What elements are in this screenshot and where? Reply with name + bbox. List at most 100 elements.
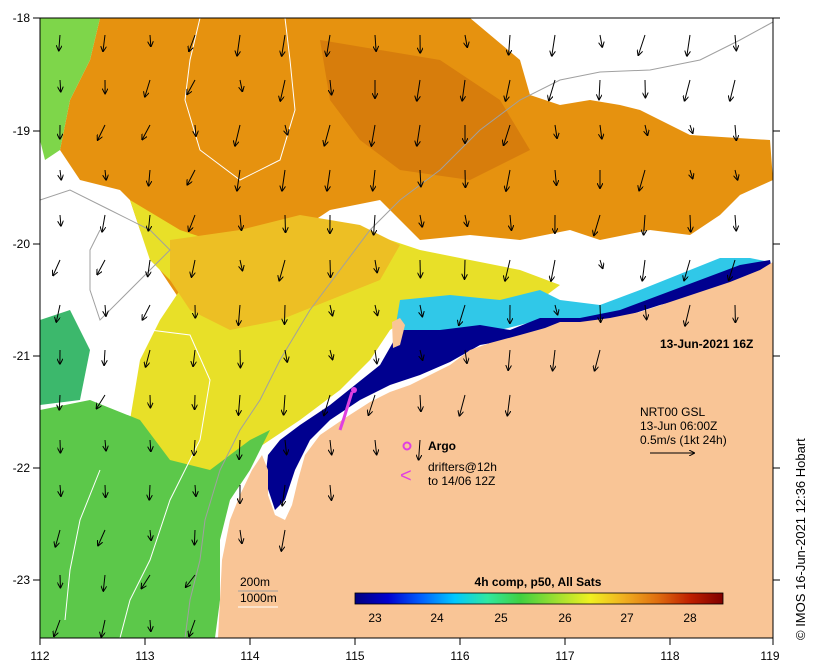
current-vector-arrow [60, 484, 61, 496]
current-vector-arrow [595, 349, 601, 371]
current-vector-arrow [150, 529, 151, 540]
current-vector-arrow [142, 574, 151, 588]
sst-green-west [40, 310, 90, 405]
bathymetry-legend: 200m 1000m [238, 575, 278, 608]
current-vector-arrow [504, 124, 511, 145]
current-vector-arrow [279, 259, 286, 281]
current-vector-arrow [97, 259, 106, 274]
argo-float-marker [351, 387, 357, 393]
current-vector-arrow [143, 304, 151, 320]
current-vector-arrow [729, 259, 736, 280]
lon-tick-label: 114 [240, 649, 259, 663]
current-vector-arrow [195, 124, 196, 136]
lon-tick-label: 119 [760, 649, 779, 663]
current-vector-arrow [56, 304, 61, 322]
imos-credit: © IMOS 16-Jun-2021 12:36 Hobart [793, 438, 808, 640]
current-vector-arrow [194, 439, 195, 455]
current-vector-arrow [148, 214, 150, 231]
argo-legend-label: Argo [428, 439, 456, 453]
current-vector-arrow [690, 214, 691, 232]
current-vector-arrow [685, 304, 691, 326]
lat-tick-label: -20 [13, 237, 31, 251]
colorbar: 4h comp, p50, All Sats 23 24 25 26 27 28 [354, 575, 724, 625]
bathy-1000m-contour-southwest [119, 329, 211, 638]
current-vector-arrow [735, 34, 736, 50]
island [392, 318, 405, 348]
current-vector-arrow [505, 259, 511, 281]
bathy-1000m-contour-far-southwest [64, 469, 101, 621]
bathy-legend-200m: 200m [240, 575, 270, 589]
current-vector-arrow [189, 214, 196, 231]
current-vector-arrow [330, 349, 333, 359]
lon-tick-label: 113 [135, 649, 154, 663]
current-vector-arrow [730, 79, 736, 101]
current-vector-arrow [690, 169, 693, 178]
colorbar-tick-label: 25 [494, 611, 508, 625]
current-vector-arrow [639, 169, 646, 190]
lat-tick-label: -21 [13, 349, 31, 363]
current-vector-arrow [101, 619, 106, 637]
current-vector-arrow [59, 394, 60, 410]
current-vector-arrow [150, 619, 151, 631]
current-vector-arrow [327, 169, 330, 191]
current-vector-arrow [638, 34, 646, 55]
current-vector-arrow [555, 304, 558, 315]
current-vector-arrow [465, 349, 467, 363]
current-vector-arrow [55, 529, 61, 547]
current-vector-arrow [324, 124, 331, 146]
current-vector-arrow [282, 484, 285, 506]
current-vector-arrow [284, 394, 285, 415]
current-vector-arrow [60, 214, 61, 226]
latitude-axis: -18 -19 -20 -21 -22 -23 [13, 11, 40, 587]
current-vector-arrow [417, 124, 420, 146]
bathy-legend-1000m: 1000m [240, 591, 277, 605]
current-vector-arrow [599, 79, 600, 99]
current-vector-arrow [324, 394, 331, 415]
current-vector-arrow [330, 259, 331, 277]
drifters-legend-marker: < [400, 465, 412, 487]
current-vector-arrow [149, 169, 150, 186]
current-vector-arrow [235, 124, 241, 146]
current-vector-arrow [644, 214, 645, 235]
current-vector-arrow [189, 34, 196, 51]
lat-tick-label: -23 [13, 573, 31, 587]
current-vector-arrow [420, 169, 421, 186]
current-vector-arrow [375, 34, 376, 51]
colorbar-tick-label: 28 [683, 611, 697, 625]
current-vector-arrow [685, 79, 691, 101]
current-legend: NRT00 GSL 13-Jun 06:00Z 0.5m/s (1kt 24h) [640, 405, 727, 453]
current-vector-arrow [105, 439, 106, 451]
current-vector-arrow [687, 34, 690, 56]
current-vector-arrow [553, 349, 555, 370]
current-vector-arrow [150, 34, 151, 46]
lon-tick-label: 118 [660, 649, 679, 663]
colorbar-gradient [354, 592, 724, 605]
current-vector-arrow [60, 169, 61, 180]
current-vector-arrow [642, 259, 645, 281]
colorbar-tick-label: 26 [558, 611, 572, 625]
current-vector-arrow [192, 259, 196, 277]
current-vector-arrow [105, 304, 106, 316]
lon-tick-label: 112 [30, 649, 49, 663]
sst-green-region [40, 400, 270, 638]
current-vector-arrow [735, 169, 738, 180]
land-mass [218, 262, 773, 638]
current-vector-arrow [600, 124, 602, 139]
current-vector-arrow [59, 34, 60, 50]
bathy-200m-contour [184, 21, 773, 638]
current-vector-arrow [375, 349, 377, 363]
drifters-legend-line1: drifters@12h [428, 460, 497, 474]
current-vector-arrow [420, 394, 421, 411]
current-vector-arrow [280, 79, 286, 101]
current-vector-arrow [240, 259, 242, 270]
current-vector-arrow [281, 529, 286, 551]
current-vector-arrow [238, 394, 240, 415]
current-vector-arrow [420, 304, 422, 316]
current-vector-arrow [645, 304, 647, 319]
current-vector-arrow [551, 259, 556, 281]
current-vector-arrow [330, 439, 332, 454]
current-vector-arrow [506, 79, 511, 101]
current-vector-arrow [465, 259, 466, 279]
lon-tick-label: 116 [450, 649, 469, 663]
